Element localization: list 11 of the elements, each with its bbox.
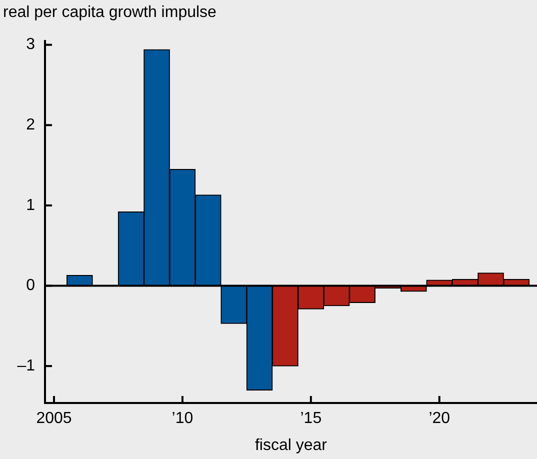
x-axis-title: fiscal year	[254, 436, 328, 454]
x-tick-label: 2005	[36, 410, 72, 428]
y-tick-label: 0	[26, 277, 36, 294]
x-tick-label: ’15	[300, 410, 322, 428]
y-axis-title: real per capita growth impulse	[3, 4, 216, 22]
x-tick-label: ’10	[172, 410, 194, 428]
y-tick-label: –1	[17, 357, 36, 374]
y-tick-label: 2	[26, 116, 36, 134]
y-tick-label: 3	[26, 36, 36, 54]
x-tick-label: ’20	[428, 410, 450, 428]
y-tick-label: 1	[26, 196, 36, 214]
